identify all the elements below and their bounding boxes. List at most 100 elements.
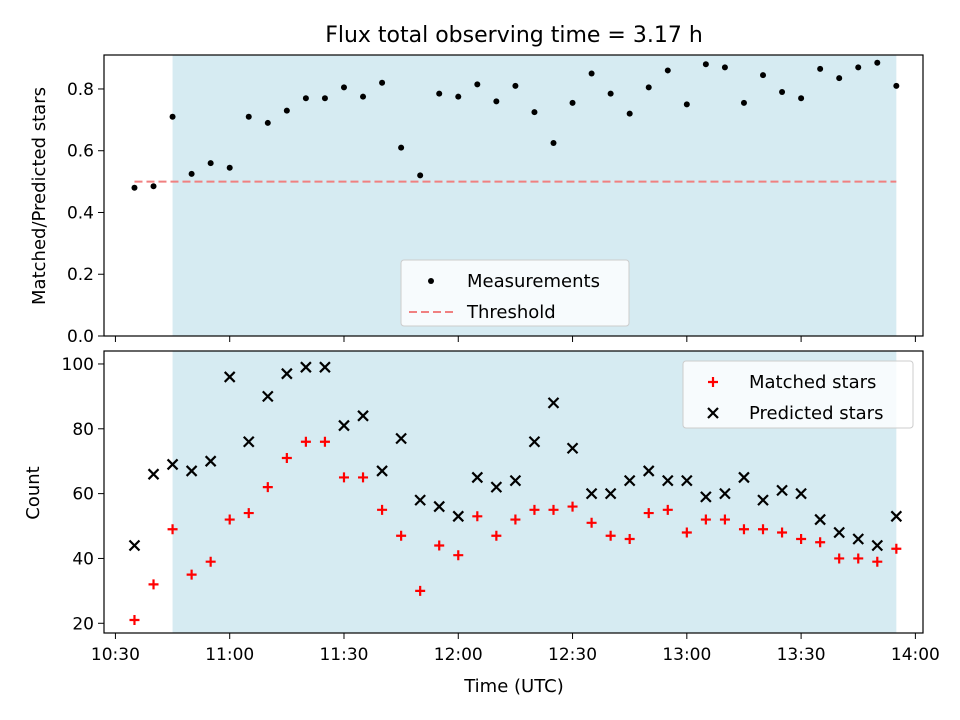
predicted-stars-point xyxy=(357,410,369,422)
matched-stars-point xyxy=(681,527,692,538)
predicted-stars-point xyxy=(642,465,655,477)
matched-stars-point xyxy=(434,540,445,551)
measurement-point xyxy=(226,164,233,171)
measurement-point xyxy=(283,107,290,114)
matched-stars-point xyxy=(129,615,140,626)
measurement-point xyxy=(245,113,252,120)
matched-stars-point xyxy=(624,534,635,544)
measurement-point xyxy=(569,99,576,106)
matched-stars-point xyxy=(167,524,178,535)
top-y-tick-label: 0.6 xyxy=(67,142,94,162)
predicted-stars-point xyxy=(719,487,731,500)
measurement-point xyxy=(169,113,176,120)
measurement-point xyxy=(588,70,595,77)
measurement-point xyxy=(207,160,214,167)
predicted-stars-point xyxy=(757,494,769,506)
legend-box xyxy=(682,360,914,429)
measurement-point xyxy=(150,183,157,190)
matched-stars-point xyxy=(586,517,597,528)
legend-predicted-marker xyxy=(707,407,719,419)
matched-stars-point xyxy=(853,553,864,564)
matched-stars-point xyxy=(338,472,349,483)
predicted-stars-point xyxy=(509,474,522,487)
measurement-point xyxy=(398,144,405,151)
measurement-point xyxy=(893,82,900,89)
predicted-stars-point xyxy=(338,419,350,432)
matched-stars-point xyxy=(377,504,388,515)
x-tick-label: 13:30 xyxy=(777,645,826,665)
matched-stars-point xyxy=(396,530,407,541)
matched-stars-point xyxy=(834,553,845,564)
predicted-stars-point xyxy=(585,487,598,500)
measurement-point xyxy=(512,82,519,89)
matched-stars-point xyxy=(605,530,616,541)
matched-stars-point xyxy=(300,436,311,447)
predicted-stars-point xyxy=(147,468,160,480)
measurement-point xyxy=(131,184,138,191)
matched-stars-point xyxy=(738,524,749,535)
matched-stars-point xyxy=(358,472,369,483)
x-tick-label: 10:30 xyxy=(91,645,140,665)
matched-stars-point xyxy=(662,504,673,515)
chart-title: Flux total observing time = 3.17 h xyxy=(325,23,703,48)
x-tick-label: 12:00 xyxy=(434,645,483,665)
predicted-stars-point xyxy=(262,390,274,403)
matched-stars-point xyxy=(891,543,902,554)
top-y-axis-label: Matched/Predicted stars xyxy=(29,87,50,305)
predicted-stars-point xyxy=(319,361,331,373)
measurement-point xyxy=(721,64,728,71)
top-y-tick-label: 0.8 xyxy=(67,80,94,100)
x-tick-label: 11:30 xyxy=(319,645,368,665)
predicted-stars-point xyxy=(681,474,693,487)
bottom-legend: Matched stars Predicted stars xyxy=(682,360,914,429)
matched-stars-point xyxy=(758,524,769,535)
matched-stars-point xyxy=(224,514,235,525)
predicted-stars-point xyxy=(242,435,255,448)
matched-stars-point xyxy=(567,501,578,512)
matched-stars-point xyxy=(415,585,426,596)
bottom-y-tick-label: 80 xyxy=(72,420,94,440)
top-y-tick-label: 0.4 xyxy=(67,203,94,223)
measurement-point xyxy=(379,79,386,86)
predicted-stars-point xyxy=(185,465,198,477)
measurement-point xyxy=(417,172,424,179)
x-tick-label: 11:00 xyxy=(205,645,254,665)
measurement-point xyxy=(798,95,805,102)
matched-stars-point xyxy=(777,527,788,538)
predicted-stars-point xyxy=(166,458,179,471)
predicted-stars-point xyxy=(281,367,293,380)
measurement-point xyxy=(740,99,747,106)
measurement-point xyxy=(626,110,633,117)
measurement-point xyxy=(779,89,786,96)
predicted-stars-point xyxy=(433,500,445,513)
matched-stars-point xyxy=(529,504,540,515)
measurement-point xyxy=(817,65,824,72)
legend-box xyxy=(400,259,630,327)
predicted-stars-point xyxy=(547,397,560,409)
matched-stars-point xyxy=(643,508,654,519)
measurement-point xyxy=(836,75,843,82)
measurement-point xyxy=(645,84,652,91)
matched-stars-point xyxy=(491,530,502,541)
measurement-point xyxy=(188,170,195,177)
top-legend: Measurements Threshold xyxy=(400,259,630,327)
predicted-stars-point xyxy=(814,513,826,526)
matched-stars-point xyxy=(700,514,711,525)
predicted-stars-point xyxy=(223,371,236,383)
predicted-stars-point xyxy=(890,510,903,523)
measurement-point xyxy=(874,59,881,66)
predicted-stars-point xyxy=(452,510,465,523)
matched-stars-point xyxy=(719,514,730,525)
bottom-axes-frame xyxy=(103,350,924,634)
predicted-stars-point xyxy=(700,491,712,503)
top-axes-frame xyxy=(103,54,924,337)
x-axis-label: Time (UTC) xyxy=(463,676,564,697)
predicted-stars-point xyxy=(414,494,426,506)
matched-stars-point xyxy=(472,511,483,522)
predicted-stars-point xyxy=(623,474,636,487)
x-tick-label: 12:30 xyxy=(548,645,597,665)
measurement-point xyxy=(664,67,671,74)
predicted-stars-point xyxy=(395,432,407,445)
matched-stars-point xyxy=(319,436,330,447)
